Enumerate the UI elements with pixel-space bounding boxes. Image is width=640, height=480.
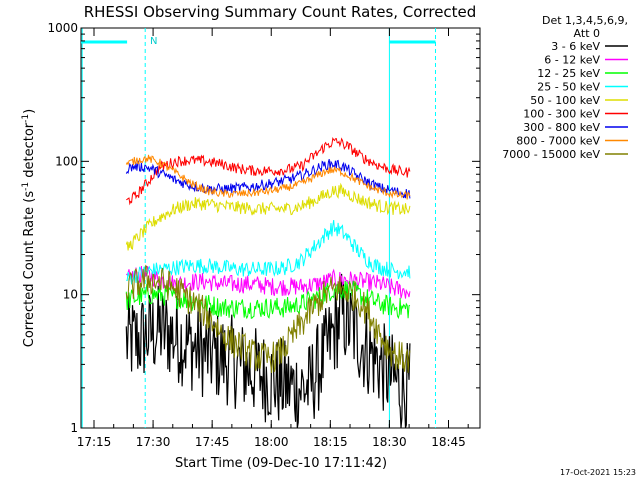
x-tick-label-3: 18:00 (254, 435, 289, 449)
legend-label-1: 6 - 12 keV (544, 54, 600, 67)
series-line-3 (126, 220, 411, 285)
x-axis-label: Start Time (09-Dec-10 17:11:42) (175, 456, 387, 471)
y-axis: 1 10 100 1000 (47, 21, 480, 435)
y-tick-label-0: 1 (70, 421, 78, 435)
legend-label-2: 12 - 25 keV (537, 67, 600, 80)
x-tick-label-6: 18:45 (431, 435, 466, 449)
y-tick-label-3: 1000 (47, 21, 78, 35)
legend-label-0: 3 - 6 keV (551, 40, 600, 53)
series-layer (125, 137, 411, 429)
series-line-5 (126, 137, 411, 206)
series-line-0 (125, 273, 411, 429)
x-tick-label-1: 17:30 (136, 435, 171, 449)
legend-label-4: 50 - 100 keV (530, 94, 600, 107)
chart-title: RHESSI Observing Summary Count Rates, Co… (84, 3, 477, 21)
y-axis-label: Corrected Count Rate (s-1 detector-1) (21, 109, 37, 347)
legend-label-5: 100 - 300 keV (523, 108, 600, 121)
y-tick-label-1: 10 (63, 288, 78, 302)
x-tick-label-0: 17:15 (77, 435, 112, 449)
x-tick-label-2: 17:45 (195, 435, 230, 449)
series-line-7 (125, 154, 411, 200)
series-line-8 (125, 264, 411, 374)
series-line-4 (125, 182, 411, 251)
x-axis: 17:15 17:30 17:45 18:00 18:15 18:30 18:45 (77, 28, 469, 449)
saa-night-markers (81, 28, 436, 428)
night-label: N (150, 36, 157, 47)
y-tick-label-2: 100 (55, 154, 78, 168)
legend-header-line-1: Det 1,3,4,5,6,9, (542, 14, 628, 27)
plot-area (80, 27, 481, 429)
legend-header-line-2: Att 0 (574, 27, 600, 40)
legend-label-7: 800 - 7000 keV (516, 135, 600, 148)
footer-date: 17-Oct-2021 15:23 (560, 468, 636, 477)
x-tick-label-4: 18:15 (313, 435, 348, 449)
legend-label-3: 25 - 50 keV (537, 81, 600, 94)
legend-label-8: 7000 - 15000 keV (502, 148, 600, 161)
legend-label-6: 300 - 800 keV (523, 121, 600, 134)
x-tick-label-5: 18:30 (372, 435, 407, 449)
